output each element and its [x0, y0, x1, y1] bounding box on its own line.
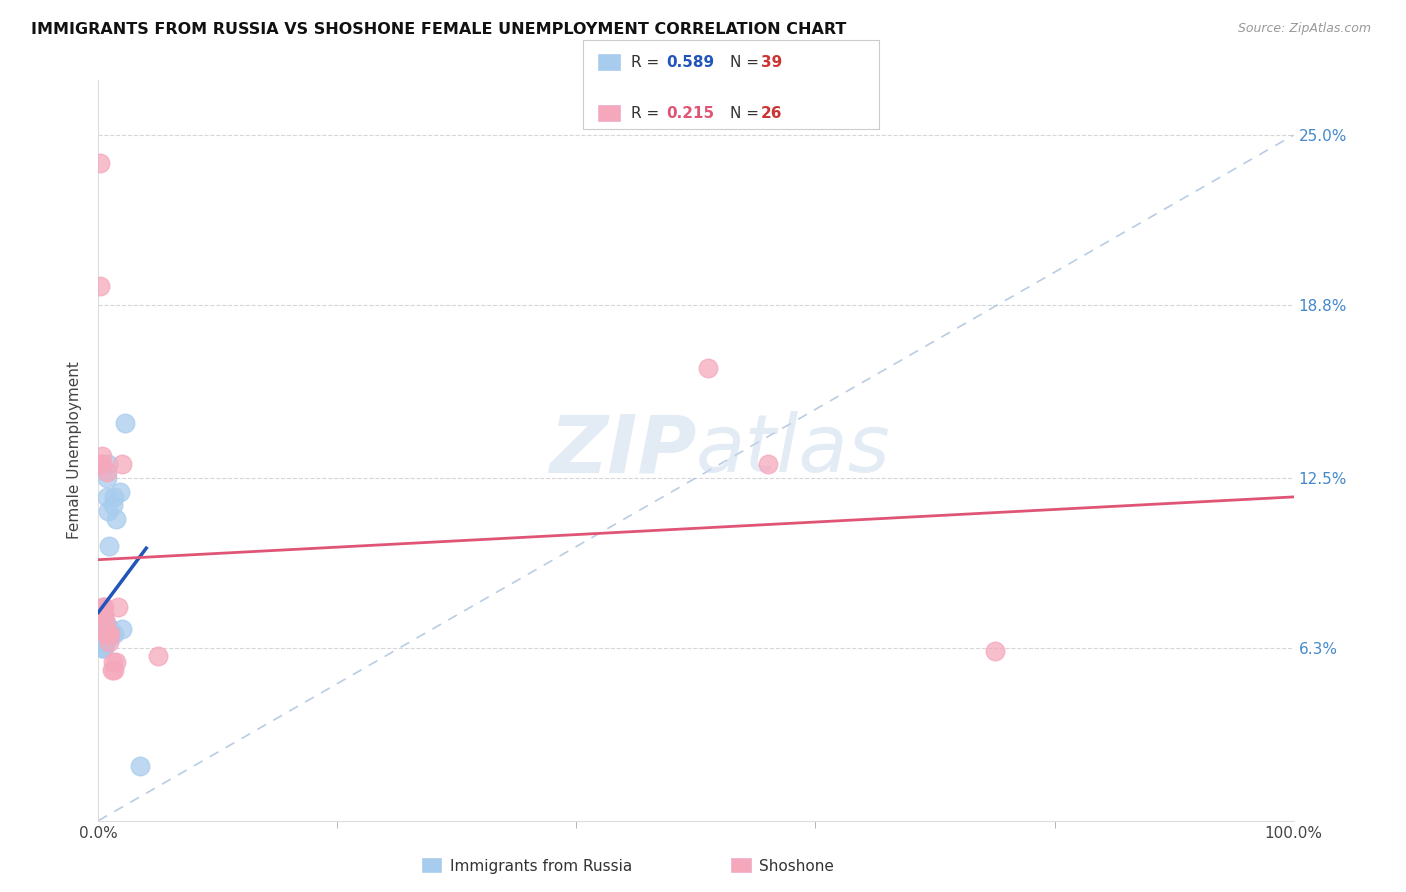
Point: [91, 627, 114, 641]
Point: [91, 599, 114, 614]
Point: [148, 649, 170, 664]
Point: [103, 663, 125, 677]
Point: [91, 449, 114, 463]
Text: IMMIGRANTS FROM RUSSIA VS SHOSHONE FEMALE UNEMPLOYMENT CORRELATION CHART: IMMIGRANTS FROM RUSSIA VS SHOSHONE FEMAL…: [31, 22, 846, 37]
Point: [91, 635, 114, 649]
Point: [90, 635, 112, 649]
Point: [91, 457, 114, 471]
Point: [94, 616, 117, 631]
Point: [97, 504, 120, 518]
Point: [129, 759, 152, 773]
Point: [94, 627, 117, 641]
Point: [93, 607, 115, 622]
Point: [697, 361, 720, 376]
Point: [93, 607, 115, 622]
Point: [91, 622, 114, 636]
Point: [96, 466, 118, 480]
Point: [91, 632, 114, 647]
Text: atlas: atlas: [696, 411, 891, 490]
Point: [89, 627, 111, 641]
Point: [100, 627, 122, 641]
Point: [114, 416, 136, 430]
Text: 0.589: 0.589: [666, 55, 714, 70]
Text: Shoshone: Shoshone: [759, 859, 834, 873]
Point: [98, 540, 121, 554]
Text: 0.215: 0.215: [666, 106, 714, 120]
Point: [93, 640, 115, 655]
Point: [94, 635, 117, 649]
Point: [91, 622, 114, 636]
Point: [94, 616, 117, 631]
Point: [97, 457, 120, 471]
Point: [94, 627, 117, 641]
Point: [98, 635, 121, 649]
Point: [90, 607, 112, 622]
Point: [103, 627, 125, 641]
Text: R =: R =: [631, 55, 665, 70]
Text: 26: 26: [761, 106, 782, 120]
Point: [105, 655, 128, 669]
Point: [89, 279, 111, 293]
Point: [90, 627, 112, 641]
Text: Source: ZipAtlas.com: Source: ZipAtlas.com: [1237, 22, 1371, 36]
Point: [107, 599, 129, 614]
Point: [756, 457, 779, 471]
Text: Immigrants from Russia: Immigrants from Russia: [450, 859, 633, 873]
Point: [93, 627, 115, 641]
Point: [101, 498, 124, 512]
Text: R =: R =: [631, 106, 665, 120]
Point: [91, 640, 114, 655]
Point: [101, 655, 124, 669]
Point: [96, 627, 118, 641]
Point: [91, 599, 114, 614]
Point: [100, 663, 122, 677]
Point: [105, 512, 128, 526]
Text: N =: N =: [730, 106, 763, 120]
Point: [98, 622, 122, 636]
Point: [93, 635, 115, 649]
Point: [91, 607, 114, 622]
Point: [90, 457, 112, 471]
Point: [111, 622, 134, 636]
Point: [984, 643, 1007, 657]
Point: [96, 627, 118, 641]
Point: [97, 627, 120, 641]
Point: [93, 616, 115, 631]
Point: [98, 627, 122, 641]
Point: [91, 614, 114, 628]
Point: [111, 457, 134, 471]
Point: [103, 490, 125, 504]
Text: 39: 39: [761, 55, 782, 70]
Point: [96, 490, 118, 504]
Point: [108, 484, 131, 499]
Point: [96, 471, 118, 485]
Point: [89, 155, 111, 169]
Point: [91, 640, 114, 655]
Point: [93, 622, 115, 636]
Y-axis label: Female Unemployment: Female Unemployment: [67, 361, 83, 540]
Text: ZIP: ZIP: [548, 411, 696, 490]
Text: N =: N =: [730, 55, 763, 70]
Point: [93, 599, 115, 614]
Point: [89, 616, 111, 631]
